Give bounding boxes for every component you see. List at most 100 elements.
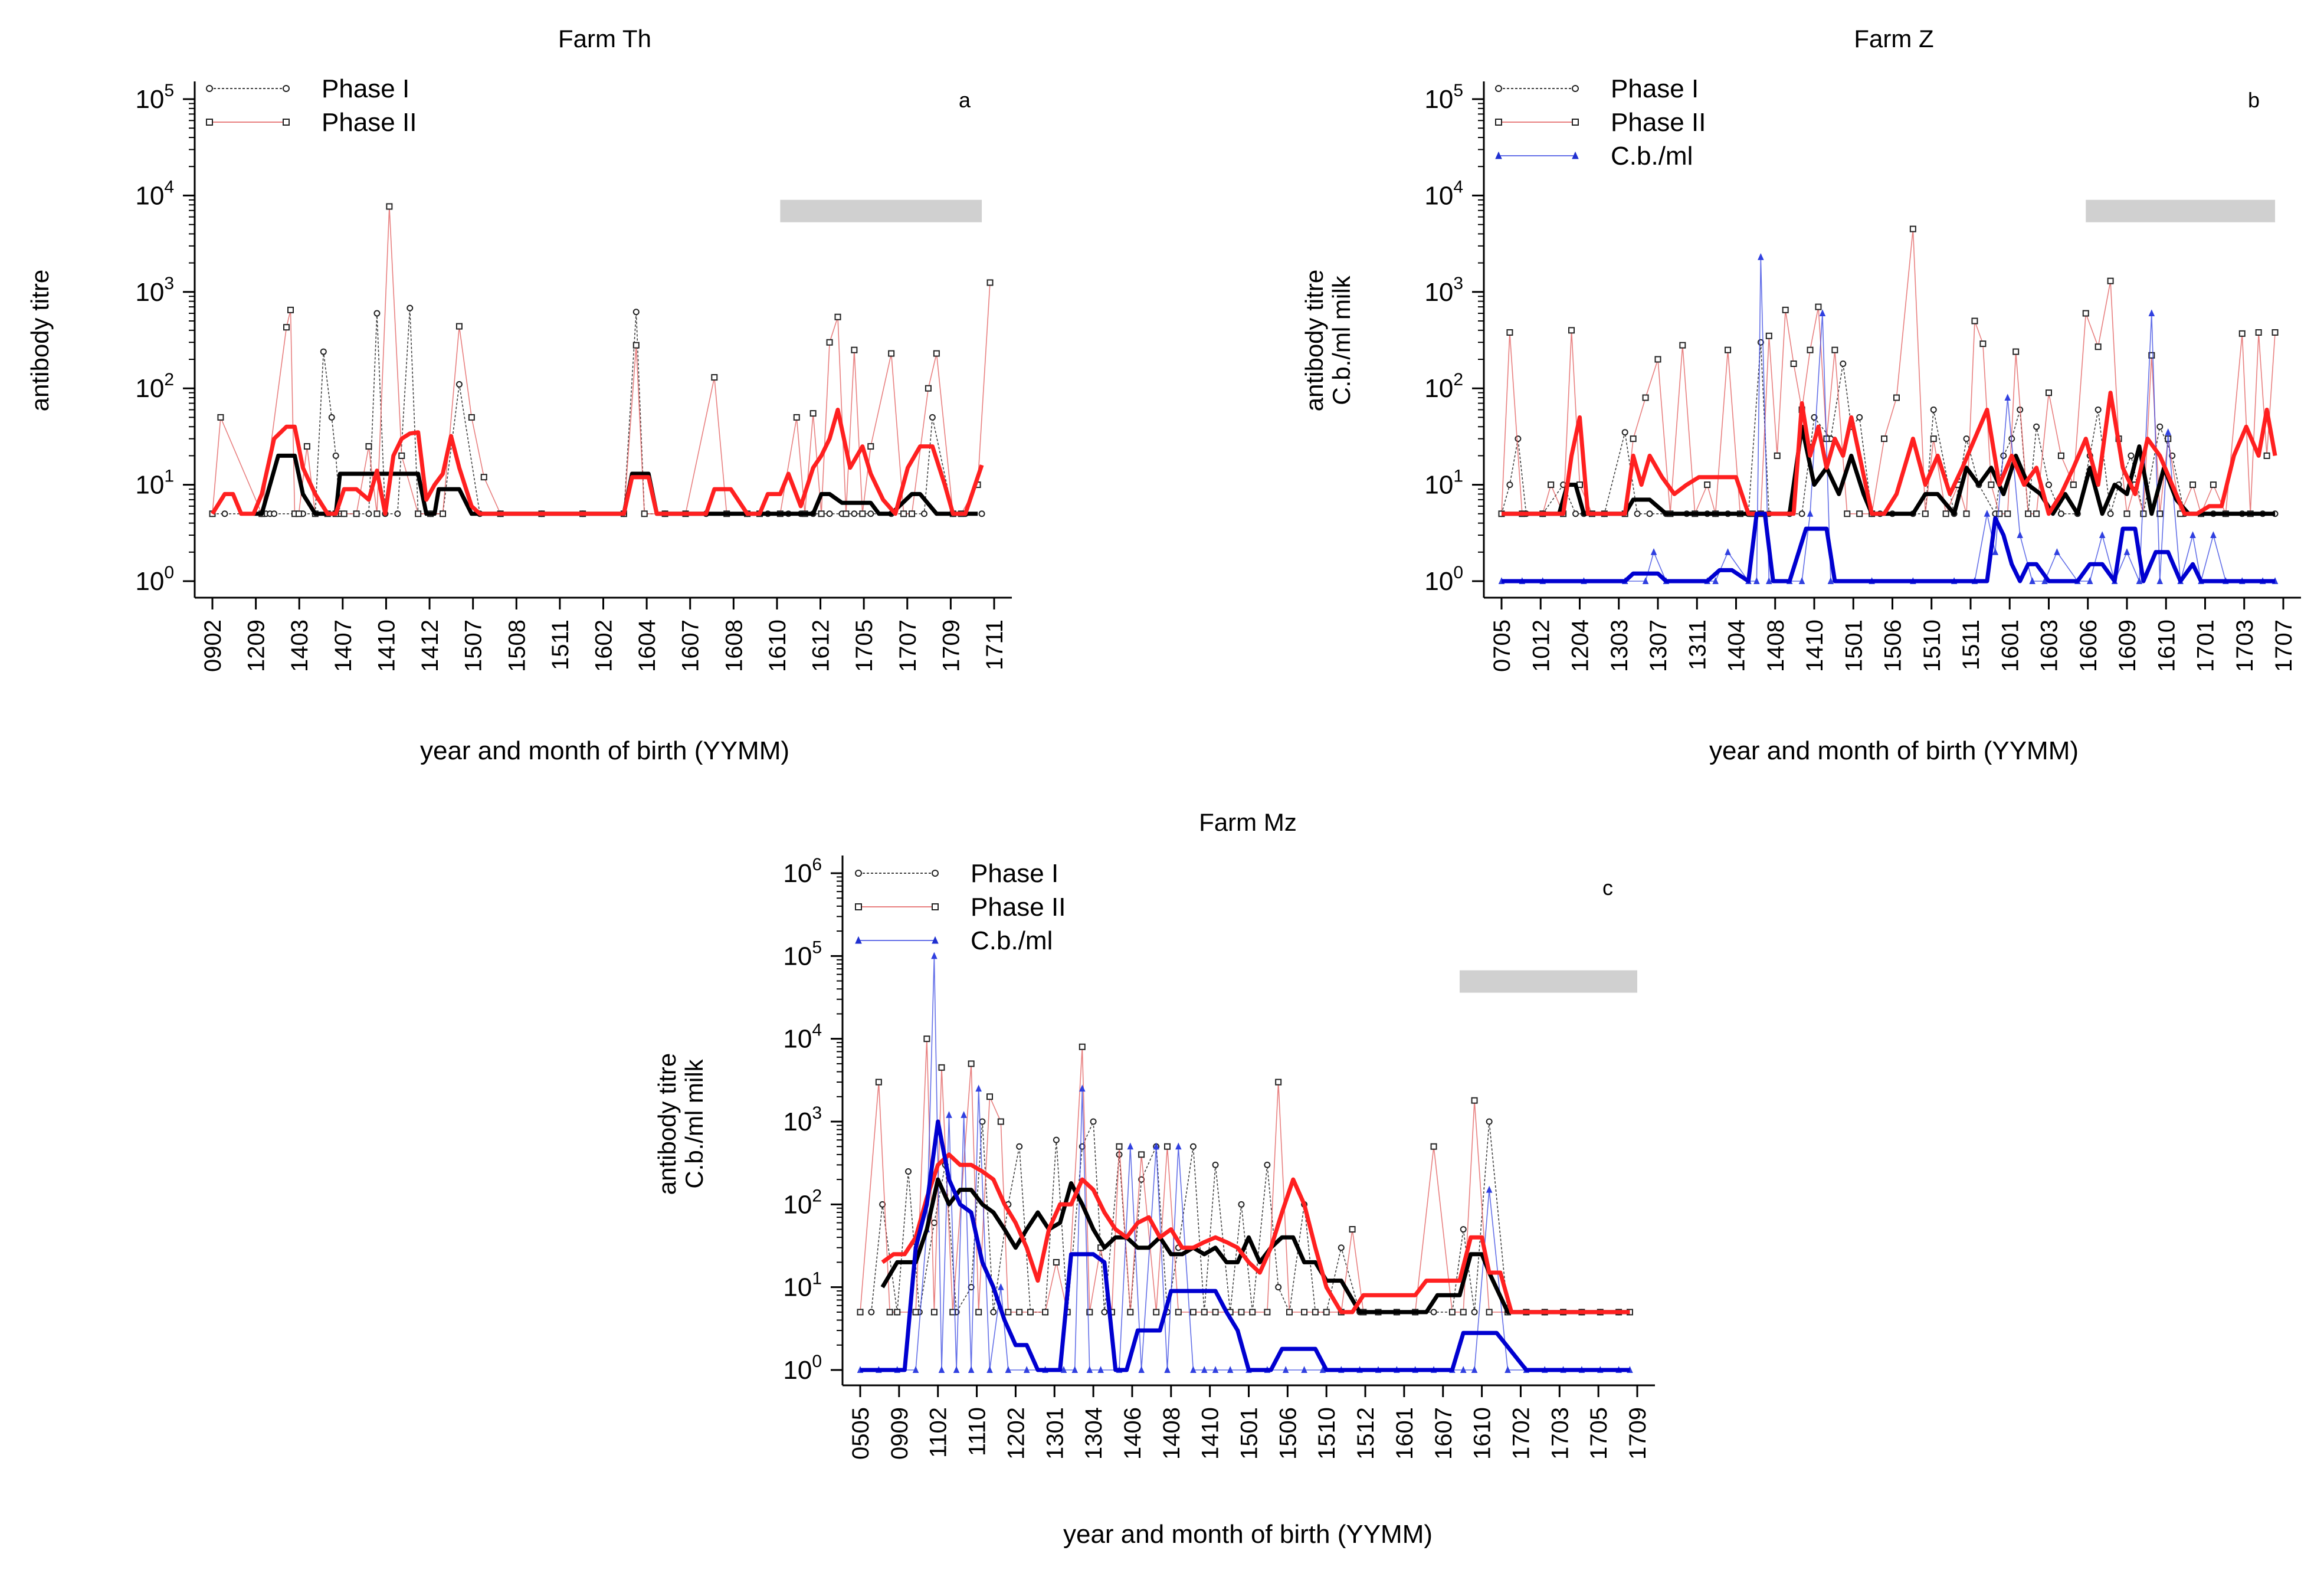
data-point — [2025, 510, 2032, 517]
data-point — [851, 346, 858, 353]
data-point — [2189, 531, 2196, 539]
data-point — [1930, 435, 1937, 443]
data-point — [1621, 429, 1628, 436]
chart-title: Farm Th — [558, 25, 651, 53]
data-point — [1774, 452, 1781, 459]
data-point — [1086, 1366, 1093, 1373]
data-point — [1153, 1142, 1159, 1150]
data-point — [998, 1283, 1004, 1290]
data-point — [632, 342, 640, 349]
data-point — [1430, 1143, 1437, 1150]
data-point — [843, 510, 850, 517]
moving-average-line — [1502, 424, 2276, 516]
data-point — [930, 1219, 938, 1226]
data-point — [2046, 389, 2052, 396]
x-tick-label: 1610 — [1470, 1407, 1496, 1460]
data-point — [886, 1309, 893, 1316]
data-point — [1164, 1143, 1171, 1150]
data-point — [2156, 577, 2164, 584]
series-line — [860, 956, 1630, 1371]
data-point — [2086, 577, 2093, 584]
data-point — [1138, 1366, 1145, 1373]
data-point — [2156, 423, 2164, 430]
legend-marker — [932, 936, 939, 944]
data-point — [1430, 1309, 1437, 1316]
series-phase-i-moving-average — [1502, 424, 2276, 516]
data-point — [1079, 1043, 1086, 1050]
data-point — [1249, 1309, 1256, 1316]
data-point — [303, 443, 310, 450]
data-point — [1712, 577, 1719, 584]
data-point — [1153, 1309, 1160, 1316]
data-point — [2094, 406, 2102, 413]
data-point — [373, 310, 381, 317]
y-tick-label: 103 — [135, 274, 174, 307]
data-point — [968, 1060, 975, 1067]
data-point — [1831, 346, 1838, 353]
data-point — [1486, 1118, 1493, 1125]
data-point — [1471, 1366, 1478, 1373]
legend-label: Phase II — [971, 893, 1066, 922]
data-point — [1909, 225, 1916, 232]
data-point — [1201, 1366, 1208, 1373]
series-c-b-ml-raw — [1498, 253, 2279, 584]
series-phase-ii-raw — [209, 203, 994, 517]
series-line — [212, 206, 991, 516]
x-tick-label: 1702 — [1508, 1407, 1534, 1460]
data-point — [1815, 303, 1822, 310]
data-point — [1175, 1309, 1182, 1316]
data-point — [859, 510, 866, 517]
data-point — [1338, 1244, 1345, 1251]
legend-label: Phase I — [322, 74, 409, 103]
data-point — [867, 443, 874, 450]
data-point — [905, 1168, 912, 1175]
data-point — [2123, 510, 2130, 517]
data-point — [1630, 435, 1637, 443]
data-point — [920, 510, 927, 517]
data-point — [340, 510, 348, 517]
data-point — [1840, 360, 1847, 367]
legend-marker — [932, 903, 939, 910]
legend-marker — [1495, 119, 1502, 126]
data-point — [933, 350, 940, 357]
data-point — [2128, 452, 2135, 459]
moving-average-line — [1502, 391, 2277, 516]
x-tick-label: 0909 — [887, 1407, 913, 1460]
series-phase-i-raw — [1498, 339, 2279, 517]
data-point — [978, 510, 985, 517]
data-point — [961, 1111, 967, 1118]
series-c-b-ml-moving-average — [860, 1119, 1630, 1372]
x-tick-label: 1703 — [1547, 1407, 1573, 1460]
data-point — [1190, 1366, 1197, 1373]
data-point — [1819, 309, 1826, 317]
x-tick-label: 1510 — [1919, 620, 1945, 672]
data-point — [1264, 1161, 1271, 1168]
data-point — [2210, 531, 2217, 539]
moving-average-line — [860, 1119, 1630, 1372]
data-point — [2070, 481, 2077, 489]
y-tick-label: 103 — [1424, 274, 1463, 307]
data-point — [1568, 327, 1575, 334]
x-tick-label: 1610 — [765, 620, 791, 672]
x-tick-label: 1202 — [1003, 1407, 1029, 1460]
data-point — [1988, 481, 1995, 489]
x-tick-label: 1506 — [1275, 1407, 1301, 1460]
legend-marker — [1495, 151, 1502, 159]
data-point — [1116, 1143, 1123, 1150]
data-point — [1448, 1309, 1456, 1316]
data-point — [1101, 1309, 1108, 1316]
x-tick-label: 1506 — [1880, 620, 1906, 672]
data-point — [2057, 452, 2064, 459]
data-point — [867, 510, 874, 517]
legend-marker — [855, 870, 862, 877]
data-point — [455, 381, 463, 388]
data-point — [1016, 1143, 1023, 1150]
data-point — [2156, 510, 2164, 517]
data-point — [328, 414, 335, 421]
data-point — [2140, 510, 2147, 517]
series-line — [1502, 257, 2276, 583]
data-point — [818, 510, 825, 517]
x-tick-label: 1408 — [1159, 1407, 1185, 1460]
data-point — [2054, 548, 2060, 555]
